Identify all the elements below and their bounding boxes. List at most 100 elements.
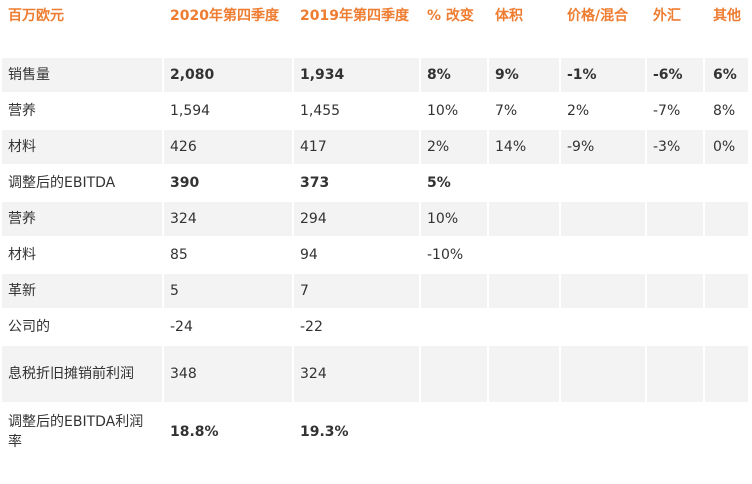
- table-cell: [647, 310, 703, 344]
- table-cell: 9%: [489, 58, 559, 92]
- table-cell: [421, 274, 487, 308]
- table-cell: 324: [294, 346, 419, 402]
- table-cell: [561, 238, 645, 272]
- row-label: 公司的: [2, 310, 162, 344]
- row-label: 调整后的EBITDA: [2, 166, 162, 200]
- table-cell: [705, 310, 748, 344]
- table-row: 息税折旧摊销前利润 348 324: [2, 346, 748, 402]
- table-cell: [489, 310, 559, 344]
- table-cell: [561, 274, 645, 308]
- row-label: 息税折旧摊销前利润: [2, 346, 162, 402]
- table-cell: [421, 310, 487, 344]
- table-row: 销售量 2,080 1,934 8% 9% -1% -6% 6%: [2, 58, 748, 92]
- table-cell: [421, 346, 487, 402]
- table-row: 革新 5 7: [2, 274, 748, 308]
- table-cell: -3%: [647, 130, 703, 164]
- row-label: 革新: [2, 274, 162, 308]
- column-header: 2019年第四季度: [300, 8, 409, 24]
- table-cell: [705, 202, 748, 236]
- table-cell: [489, 238, 559, 272]
- table-row: 材料 85 94 -10%: [2, 238, 748, 272]
- table-cell: 0%: [705, 130, 748, 164]
- financial-table: 百万欧元 2020年第四季度 2019年第四季度 % 改变 体积 价格/混合 外…: [2, 2, 748, 460]
- table-cell: [705, 274, 748, 308]
- table-cell: 373: [294, 166, 419, 200]
- table-cell: 2,080: [164, 58, 292, 92]
- column-header: 体积: [495, 8, 523, 24]
- table-cell: 8%: [705, 94, 748, 128]
- table-cell: [489, 274, 559, 308]
- table-cell: 348: [164, 346, 292, 402]
- table-cell: 7%: [489, 94, 559, 128]
- column-header: 外汇: [653, 8, 681, 24]
- table-cell: -22: [294, 310, 419, 344]
- table-cell: [561, 310, 645, 344]
- table-cell: [705, 346, 748, 402]
- table-cell: [561, 346, 645, 402]
- table-row: 公司的 -24 -22: [2, 310, 748, 344]
- table-cell: 19.3%: [294, 404, 419, 460]
- table-cell: [561, 166, 645, 200]
- table-cell: [705, 238, 748, 272]
- column-header: % 改变: [427, 8, 474, 24]
- table-row: 调整后的EBITDA利润率 18.8% 19.3%: [2, 404, 748, 460]
- table-cell: 426: [164, 130, 292, 164]
- table-cell: [647, 202, 703, 236]
- table-row: 营养 1,594 1,455 10% 7% 2% -7% 8%: [2, 94, 748, 128]
- table-cell: -24: [164, 310, 292, 344]
- table-cell: [561, 404, 645, 460]
- table-cell: 2%: [421, 130, 487, 164]
- table-row: 调整后的EBITDA 390 373 5%: [2, 166, 748, 200]
- table-cell: [705, 166, 748, 200]
- table-cell: [647, 166, 703, 200]
- table-cell: -7%: [647, 94, 703, 128]
- table-cell: 1,594: [164, 94, 292, 128]
- table-cell: 10%: [421, 94, 487, 128]
- row-label: 营养: [2, 202, 162, 236]
- table-cell: [489, 166, 559, 200]
- table-cell: [705, 404, 748, 460]
- table-row: 营养 324 294 10%: [2, 202, 748, 236]
- row-label: 营养: [2, 94, 162, 128]
- table-cell: [561, 202, 645, 236]
- table-cell: -10%: [421, 238, 487, 272]
- table-cell: [647, 404, 703, 460]
- table-cell: 1,934: [294, 58, 419, 92]
- table-cell: 1,455: [294, 94, 419, 128]
- table-cell: [647, 238, 703, 272]
- table-cell: -1%: [561, 58, 645, 92]
- table-cell: -6%: [647, 58, 703, 92]
- row-label: 材料: [2, 130, 162, 164]
- table-cell: 2%: [561, 94, 645, 128]
- table-cell: 7: [294, 274, 419, 308]
- table-cell: 5%: [421, 166, 487, 200]
- table-cell: 10%: [421, 202, 487, 236]
- column-header: 2020年第四季度: [170, 8, 279, 24]
- column-header: 价格/混合: [567, 8, 629, 24]
- table-cell: [647, 274, 703, 308]
- table-cell: 390: [164, 166, 292, 200]
- table-cell: 14%: [489, 130, 559, 164]
- column-header: 百万欧元: [8, 8, 64, 24]
- table-row: 材料 426 417 2% 14% -9% -3% 0%: [2, 130, 748, 164]
- row-label: 材料: [2, 238, 162, 272]
- table-cell: [489, 346, 559, 402]
- table-cell: 417: [294, 130, 419, 164]
- row-label: 销售量: [2, 58, 162, 92]
- table-cell: -9%: [561, 130, 645, 164]
- table-cell: 85: [164, 238, 292, 272]
- table-cell: 294: [294, 202, 419, 236]
- table-cell: [421, 404, 487, 460]
- table-cell: [489, 404, 559, 460]
- table-cell: 6%: [705, 58, 748, 92]
- row-label: 调整后的EBITDA利润率: [2, 404, 162, 460]
- table-header-row: 百万欧元 2020年第四季度 2019年第四季度 % 改变 体积 价格/混合 外…: [2, 2, 748, 56]
- table-cell: 5: [164, 274, 292, 308]
- column-header: 其他: [713, 8, 741, 24]
- table-cell: 94: [294, 238, 419, 272]
- table-cell: 324: [164, 202, 292, 236]
- table-cell: 8%: [421, 58, 487, 92]
- table-cell: [647, 346, 703, 402]
- table-cell: [489, 202, 559, 236]
- table-cell: 18.8%: [164, 404, 292, 460]
